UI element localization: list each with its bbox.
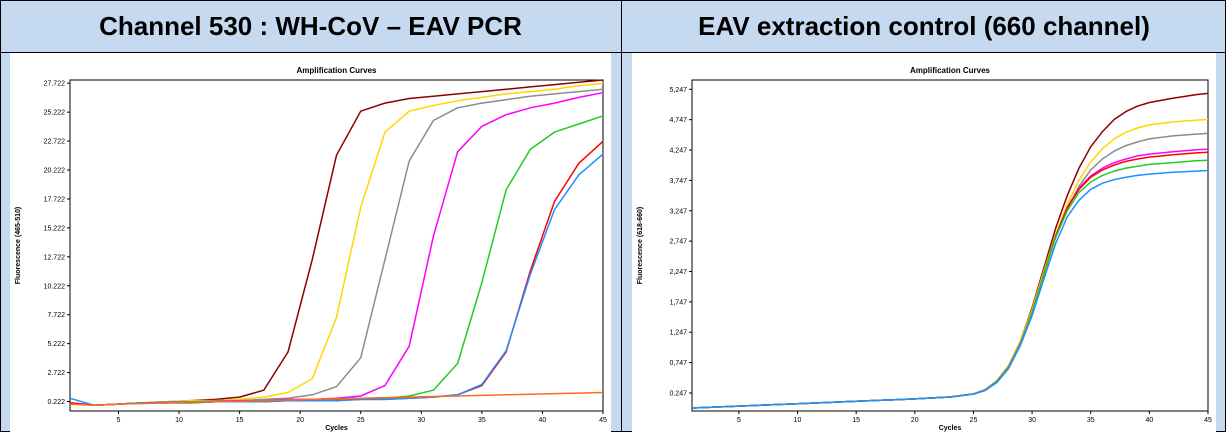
y-tick-label: 17.722: [44, 196, 66, 203]
plot-area: [691, 79, 1209, 412]
y-tick-label: 15.222: [44, 225, 66, 232]
amplification-chart-660: Amplification Curves 0.247 0,747 1,247 1,747…: [632, 53, 1216, 432]
series-line-7: [691, 169, 1209, 409]
x-tick-label: 30: [417, 417, 425, 424]
series-line-3: [69, 88, 604, 406]
y-tick-label: 1,747: [669, 299, 687, 306]
y-tick-label: 12.722: [44, 254, 66, 261]
y-tick-label: 2,747: [669, 239, 687, 246]
chart-title: Amplification Curves: [296, 66, 377, 75]
series-line-8: [69, 391, 604, 406]
x-tick-label: 35: [1087, 417, 1095, 424]
x-tick-label: 25: [357, 417, 365, 424]
y-tick-label: 2,247: [669, 269, 687, 276]
y-tick-label: 4,247: [669, 148, 687, 155]
x-tick-label: 10: [175, 417, 183, 424]
y-tick-label: 27.722: [44, 81, 66, 88]
y-axis-label: Fluorescence (618-660): [637, 207, 644, 284]
x-tick-label: 15: [852, 417, 860, 424]
x-tick-label: 15: [236, 417, 244, 424]
y-tick-label: 25.222: [44, 110, 66, 117]
y-axis-label: Fluorescence (465-510): [15, 207, 22, 284]
x-tick-label: 10: [794, 417, 802, 424]
chart-title: Amplification Curves: [910, 66, 991, 75]
plot-area: [69, 79, 604, 412]
x-tick-label: 25: [970, 417, 978, 424]
header-divider: [0, 52, 1226, 53]
y-tick-label: 5,247: [669, 87, 687, 94]
right-chart-panel: Amplification Curves 0.247 0,747 1,247 1,747…: [632, 53, 1216, 432]
right-panel-header: EAV extraction control (660 channel): [698, 10, 1150, 41]
x-axis-label: Cycles: [325, 425, 348, 432]
y-tick-label: 3,247: [669, 208, 687, 215]
y-tick-label: 2.722: [47, 370, 65, 377]
y-tick-label: 0.247: [669, 390, 687, 397]
y-tick-label: 20.222: [44, 168, 66, 175]
x-tick-label: 40: [1145, 417, 1153, 424]
x-tick-label: 45: [599, 417, 607, 424]
x-tick-label: 45: [1204, 417, 1212, 424]
column-divider: [621, 0, 622, 432]
y-tick-label: 0,747: [669, 360, 687, 367]
x-tick-label: 5: [737, 417, 741, 424]
x-tick-label: 5: [117, 417, 121, 424]
x-tick-label: 40: [539, 417, 547, 424]
y-tick-label: 10.222: [44, 283, 66, 290]
left-panel-header: Channel 530 : WH-CoV – EAV PCR: [99, 10, 522, 41]
y-tick-label: 1,247: [669, 330, 687, 337]
y-tick-label: 0.222: [47, 399, 65, 406]
y-tick-label: 4,747: [669, 117, 687, 124]
y-tick-label: 3,747: [669, 178, 687, 185]
x-tick-label: 20: [296, 417, 304, 424]
amplification-chart-530: Amplification Curves 0.222 2.722 5.222 7.722…: [10, 53, 611, 432]
y-tick-label: 7.722: [47, 312, 65, 319]
y-tick-label: 22.722: [44, 139, 66, 146]
x-axis-label: Cycles: [939, 425, 962, 432]
x-tick-label: 30: [1028, 417, 1036, 424]
x-tick-label: 35: [478, 417, 486, 424]
y-tick-label: 5.222: [47, 341, 65, 348]
left-chart-panel: Amplification Curves 0.222 2.722 5.222 7.722…: [10, 53, 611, 432]
x-tick-label: 20: [911, 417, 919, 424]
